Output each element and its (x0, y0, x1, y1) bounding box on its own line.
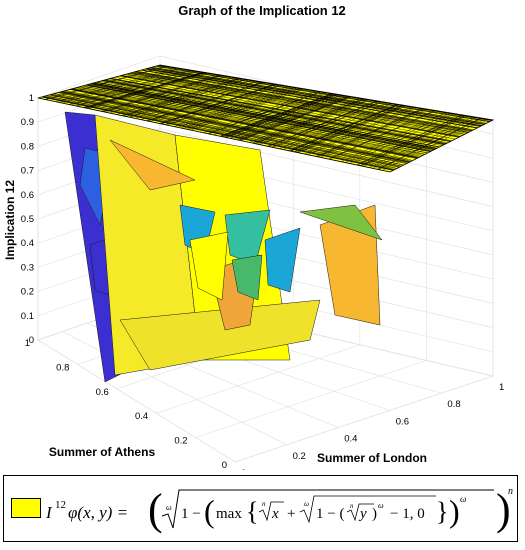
surface-patch (189, 231, 229, 301)
z-tick-label: 0.3 (21, 262, 34, 273)
z-tick-label: 0.7 (21, 166, 34, 177)
x-tick-label: 0.8 (447, 399, 460, 410)
surface-patch (231, 254, 263, 301)
svg-text:ω: ω (304, 500, 309, 508)
z-tick-label: 1 (29, 93, 34, 104)
formula-subscript-phi: φ(x, y) = (68, 503, 128, 522)
chart-title: Graph of the Implication 12 (178, 3, 346, 18)
svg-text:ω: ω (378, 501, 384, 510)
formula-radical (161, 489, 494, 529)
x-tick-label: 0.4 (344, 434, 357, 445)
z-tick-label: 0.8 (21, 141, 34, 152)
legend-formula: I 12 φ(x, y) = ( ω 1 − ( max { n x + ω 1… (45, 485, 513, 534)
surface-patch (109, 139, 196, 191)
y-tick-label: 0.6 (96, 387, 109, 398)
formula-term: 1 − (181, 506, 201, 522)
x-gridline (37, 339, 236, 463)
surface-patch (264, 227, 301, 293)
z-tick-label: 0.9 (21, 117, 34, 128)
z-tick-label: 0.2 (21, 287, 34, 298)
formula-lhs: I (45, 503, 53, 522)
z-axis-ticks: 0 0.1 0.2 0.3 0.4 0.5 0.6 0.7 0.8 0.9 1 (21, 93, 34, 346)
formula-superscript: 12 (55, 499, 66, 511)
y-tick-label: 1 (25, 338, 30, 349)
y-tick-label: 0 (222, 460, 227, 470)
svg-text:): ) (449, 493, 460, 529)
formula-brace-close: } (436, 497, 448, 526)
formula-omega-root: ω (166, 503, 172, 512)
z-tick-label: 0.4 (21, 238, 34, 249)
formula-n-root: n (262, 500, 266, 508)
y-tick-label: 0.4 (135, 411, 148, 422)
legend: I 12 φ(x, y) = ( ω 1 − ( max { n x + ω 1… (3, 475, 518, 542)
y-tick-label: 0.8 (56, 362, 69, 373)
svg-text:n: n (350, 502, 354, 510)
z-tick-label: 0 (29, 335, 34, 346)
svg-text:1 − (: 1 − ( (316, 506, 344, 522)
svg-text:− 1, 0: − 1, 0 (390, 506, 425, 522)
formula-max: max (216, 506, 242, 522)
y-gridline (234, 375, 494, 463)
mesh-lines-y (44, 65, 486, 171)
formula-paren-open: ( (148, 485, 163, 534)
x-tick-label: 0.2 (293, 451, 306, 462)
formula-exponent-n: n (508, 486, 513, 497)
x-tick-label: 0.6 (396, 416, 409, 427)
svg-text:): ) (372, 506, 377, 522)
surface-plot: Graph of the Implication 12 0 0.1 0.2 0.3 0.… (3, 3, 504, 470)
formula-plus: + (287, 506, 295, 522)
y-tick-label: 0.2 (174, 436, 187, 447)
y-gridline (156, 344, 360, 414)
formula-paren-close: ) (496, 485, 511, 534)
surface-patch (119, 299, 321, 371)
x-tick-label: 1 (499, 382, 504, 393)
x-axis-label: Summer of London (317, 451, 427, 465)
y-axis-ticks: 0 0.2 0.4 0.6 0.8 1 (25, 338, 227, 470)
z-tick-label: 0.6 (21, 190, 34, 201)
surface-patch (299, 204, 383, 241)
legend-swatch (11, 498, 41, 518)
x-gridline (62, 331, 287, 446)
x-axis-ticks: 0 0.2 0.4 0.6 0.8 1 (241, 382, 504, 470)
z-tick-label: 0.1 (21, 311, 34, 322)
formula-paren-inner: ( (204, 493, 215, 529)
mesh-lines-x (38, 65, 493, 173)
z-axis-label: Implication 12 (3, 180, 17, 260)
formula-x: x (271, 506, 279, 522)
y-axis-label: Summer of Athens (49, 445, 156, 459)
surface-mesh-lines (38, 65, 493, 173)
svg-text:ω: ω (460, 494, 466, 504)
formula-brace-open: { (246, 497, 258, 526)
x-tick-label: 0 (241, 468, 246, 470)
y-gridline (195, 360, 427, 438)
z-tick-label: 0.5 (21, 214, 34, 225)
svg-text:y: y (358, 506, 367, 522)
